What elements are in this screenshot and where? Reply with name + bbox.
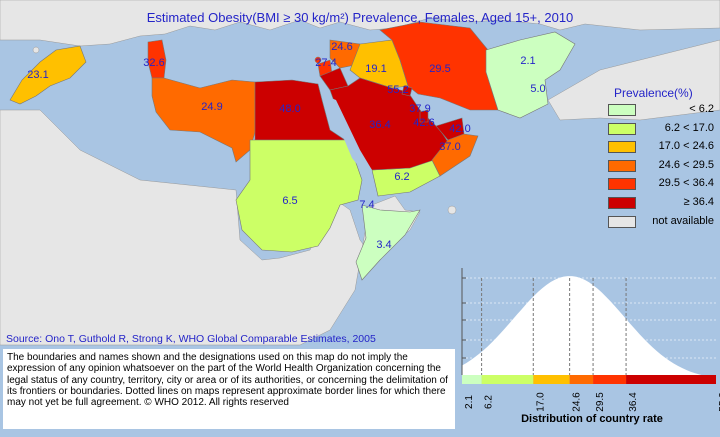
legend-label: 17.0 < 24.6: [658, 140, 714, 153]
country-value-label: 37.9: [409, 103, 430, 115]
legend-swatch: [608, 122, 636, 135]
legend-label: 29.5 < 36.4: [658, 177, 714, 190]
distribution-band: [626, 375, 716, 384]
legend-swatch: [608, 104, 636, 116]
distribution-band: [462, 375, 482, 384]
x-tick-label: 17.0: [535, 392, 546, 412]
x-tick-label: 6.2: [484, 395, 495, 409]
legend-item: < 6.2: [608, 103, 720, 116]
distribution-band: [593, 375, 627, 384]
country-value-label: 24.9: [201, 101, 222, 113]
country-value-label: 36.4: [369, 119, 390, 131]
legend-label: not available: [652, 214, 714, 227]
europe-land: [0, 0, 720, 47]
south-asia-land: [547, 39, 720, 121]
region-iran: [379, 21, 499, 111]
country-value-label: 7.4: [359, 199, 374, 211]
distribution-area: [462, 276, 716, 378]
x-tick-label: 24.6: [572, 392, 583, 412]
legend-label: < 6.2: [689, 103, 714, 115]
legend-item: 24.6 < 29.5: [608, 158, 720, 172]
legend-swatch: [608, 197, 636, 209]
country-value-label: 2.1: [520, 55, 535, 67]
island-socotra: [447, 205, 457, 215]
country-value-label: 5.0: [530, 83, 545, 95]
region-cyprus: [314, 56, 322, 64]
legend-item: 6.2 < 17.0: [608, 121, 720, 135]
x-tick-label: 2.1: [464, 395, 475, 409]
country-value-label: 23.1: [27, 69, 48, 81]
region-egypt: [254, 79, 346, 141]
value-labels: 23.1 32.6 24.9 48.0 6.5 24.6 27.4 19.1 29.5 2.1 5.…: [27, 41, 545, 251]
legend-label: ≥ 36.4: [683, 196, 714, 208]
chart-xlabel: Distribution of country rate: [521, 413, 663, 425]
country-value-label: 55.2: [387, 84, 408, 96]
distribution-band: [533, 375, 570, 384]
x-tick-label: 36.4: [628, 392, 639, 412]
country-value-label: 6.5: [282, 195, 297, 207]
distribution-band: [569, 375, 594, 384]
region-somalia: [355, 204, 421, 281]
source-text: Source: Ono T, Guthold R, Strong K, WHO …: [6, 333, 376, 345]
red-sea: [326, 96, 372, 178]
disclaimer-text: The boundaries and names shown and the d…: [3, 349, 455, 429]
country-value-label: 27.4: [315, 57, 336, 69]
legend-swatch: [608, 178, 636, 191]
legend-item: not available: [608, 214, 720, 228]
country-value-label: 42.6: [413, 117, 434, 129]
region-oman: [431, 133, 479, 177]
region-qatar: [419, 109, 429, 123]
legend-label: 24.6 < 29.5: [658, 158, 714, 171]
legend-swatch: [608, 215, 636, 228]
legend-swatch: [608, 141, 636, 154]
country-value-label: 37.0: [439, 141, 460, 153]
distribution-chart: 2.1 6.2 17.0 24.6 29.5 36.4 55.2 Distribution o…: [460, 258, 720, 432]
country-value-label: 19.1: [365, 63, 386, 75]
country-value-label: 3.4: [376, 239, 391, 251]
legend-swatch: [608, 159, 636, 172]
island-canary: [32, 46, 40, 54]
region-kuwait: [401, 85, 413, 97]
map-title: Estimated Obesity(BMI ≥ 30 kg/m²) Preval…: [146, 10, 574, 25]
region-morocco: [9, 45, 87, 105]
country-value-label: 6.2: [394, 171, 409, 183]
legend-item: 17.0 < 24.6: [608, 140, 720, 154]
region-libya: [151, 77, 256, 163]
country-value-label: 42.0: [449, 123, 470, 135]
region-syria: [329, 39, 361, 69]
country-value-label: 48.0: [279, 103, 300, 115]
legend-label: 6.2 < 17.0: [664, 121, 714, 134]
country-value-label: 24.6: [331, 41, 352, 53]
distribution-band: [481, 375, 534, 384]
country-value-label: 29.5: [429, 63, 450, 75]
country-value-label: 32.6: [143, 57, 164, 69]
legend-title: Prevalence(%): [614, 86, 693, 100]
x-tick-label: 55.2: [718, 392, 720, 412]
distribution-svg: 2.1 6.2 17.0 24.6 29.5 36.4 55.2 Distribution o…: [461, 268, 720, 425]
region-sudan: [235, 139, 363, 253]
x-tick-label: 29.5: [595, 392, 606, 412]
region-afghanistan: [485, 31, 576, 119]
legend-item: 29.5 < 36.4: [608, 177, 720, 191]
legend-item: ≥ 36.4: [608, 196, 720, 209]
